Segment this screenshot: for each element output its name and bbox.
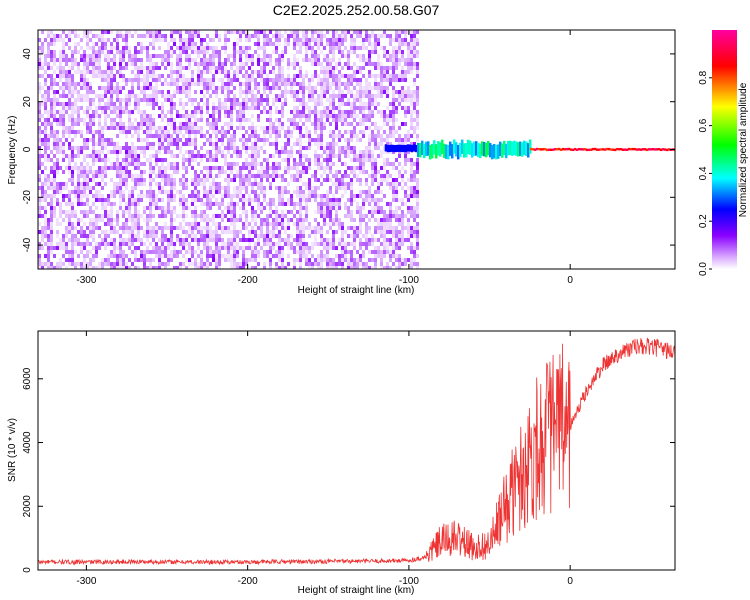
spectrogram-y-tick: -20 (22, 190, 675, 205)
spectrogram-y-tick-label: 40 (22, 48, 33, 60)
spectrogram-x-tick-label: -300 (76, 275, 96, 286)
snr-y-tick-label: 2000 (22, 495, 33, 518)
colorbar-tick: 0.0 (698, 262, 712, 276)
spectrogram-x-tick: -200 (238, 30, 258, 286)
snr-x-tick-label: -200 (238, 576, 258, 587)
colorbar-label: Normalized spectral amplitude (738, 82, 749, 217)
snr-series-line (38, 337, 675, 566)
spectrogram-x-tick: -100 (399, 30, 419, 286)
snr-y-tick-label: 4000 (22, 431, 33, 454)
snr-y-tick: 6000 (22, 367, 675, 390)
spectrogram-y-tick: 20 (22, 96, 675, 108)
spectrogram-x-tick-label: -200 (238, 275, 258, 286)
spectrogram-region (529, 147, 675, 152)
spectrogram-x-label: Height of straight line (km) (298, 285, 415, 296)
spectrogram-y-tick: -40 (22, 237, 675, 252)
spectrogram-region (416, 139, 532, 160)
snr-x-tick: 0 (567, 331, 573, 587)
spectrogram-x-tick-label: -100 (399, 275, 419, 286)
spectrogram-x-ticks: -300 -200 -100 0 (76, 30, 573, 286)
snr-axes-frame (37, 330, 676, 571)
colorbar-tick-label: 0.8 (698, 70, 709, 84)
snr-x-tick-label: -300 (76, 576, 96, 587)
spectrogram-region (384, 144, 420, 153)
colorbar: 0.0 0.2 0.4 0.6 0.8 Normalized spectral ampl… (698, 30, 749, 276)
snr-x-tick-label: -100 (399, 576, 419, 587)
colorbar-tick-label: 0.0 (698, 262, 709, 276)
colorbar-tick: 0.2 (698, 214, 712, 228)
snr-x-tick-label: 0 (567, 576, 573, 587)
snr-y-tick-label: 6000 (22, 367, 33, 390)
snr-y-tick: 4000 (22, 431, 675, 454)
snr-y-label: SNR (10 * v/v) (7, 418, 18, 482)
colorbar-gradient (712, 30, 737, 269)
spectrogram-heatmap (38, 30, 675, 269)
colorbar-tick: 0.6 (698, 118, 712, 133)
snr-y-tick: 2000 (22, 495, 675, 518)
snr-y-ticks: 0 2000 4000 6000 (22, 367, 675, 573)
spectrogram-y-label: Frequency (Hz) (7, 116, 18, 185)
spectrogram-y-tick-label: 20 (22, 96, 33, 108)
spectrogram-y-tick-label: -40 (22, 237, 33, 252)
colorbar-tick-label: 0.4 (698, 166, 709, 180)
colorbar-ticks: 0.0 0.2 0.4 0.6 0.8 (698, 70, 712, 276)
spectrogram-x-tick: -300 (76, 30, 97, 286)
snr-x-tick: -200 (238, 331, 258, 587)
spectrogram-y-tick-label: 0 (22, 146, 33, 152)
spectrogram-x-tick-label: 0 (567, 275, 573, 286)
spectrogram-y-tick-label: -20 (22, 190, 33, 205)
colorbar-tick-label: 0.2 (698, 214, 709, 228)
snr-x-tick: -300 (76, 331, 97, 587)
colorbar-tick: 0.4 (698, 166, 712, 180)
snr-y-tick: 0 (22, 567, 675, 573)
colorbar-tick-label: 0.6 (698, 118, 709, 132)
spectrogram-x-tick: 0 (567, 30, 573, 286)
figure-title: C2E2.2025.252.00.58.G07 (273, 2, 440, 18)
spectrogram-y-tick: 40 (22, 48, 675, 60)
spectrogram-y-ticks: -40 -20 0 20 40 (22, 48, 675, 252)
spectrogram-y-tick: 0 (22, 146, 675, 152)
snr-y-tick-label: 0 (22, 567, 33, 573)
snr-x-label: Height of straight line (km) (298, 585, 415, 596)
colorbar-tick: 0.8 (698, 70, 712, 85)
snr-x-tick: -100 (399, 331, 419, 587)
snr-x-ticks: -300 -200 -100 0 (76, 331, 573, 587)
spectrogram-region (38, 30, 419, 269)
snr-panel: -300 -200 -100 0 0 2000 4000 6000 Height of st… (7, 330, 676, 596)
